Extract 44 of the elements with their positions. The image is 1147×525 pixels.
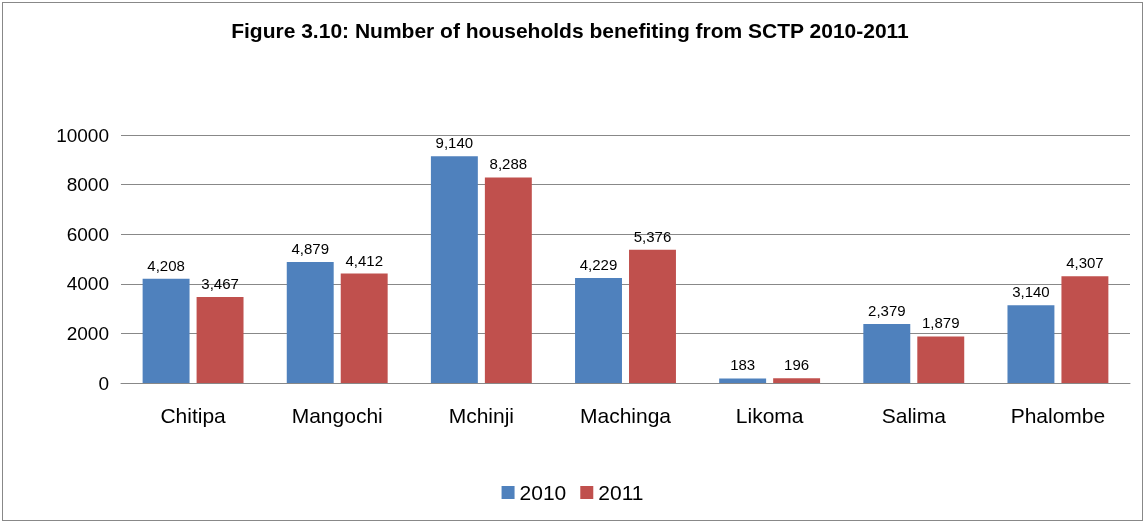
data-label: 4,208 — [147, 256, 185, 274]
x-tick-label: Salima — [881, 404, 947, 427]
data-label: 9,140 — [435, 134, 474, 152]
y-tick-label: 8000 — [66, 174, 109, 196]
y-tick-label: 2000 — [66, 322, 109, 344]
data-label: 3,467 — [201, 275, 239, 293]
legend-label: 2011 — [598, 481, 644, 504]
x-tick-label: Mangochi — [291, 404, 383, 427]
bar — [629, 249, 676, 383]
bar — [719, 378, 767, 383]
data-label: 1,879 — [922, 314, 960, 332]
data-label: 196 — [784, 356, 810, 374]
bar — [340, 273, 388, 383]
chart-title: Figure 3.10: Number of households benefiting from SCTP 2010-2011 — [230, 18, 910, 44]
bar — [863, 324, 911, 383]
x-tick-label: Chitipa — [160, 404, 227, 427]
bar — [142, 278, 190, 383]
bar — [286, 262, 334, 383]
data-label: 4,229 — [579, 256, 618, 274]
bar — [773, 378, 821, 383]
bar — [917, 336, 965, 383]
bar — [1061, 276, 1109, 383]
data-label: 2,379 — [868, 302, 906, 319]
x-tick-label: Machinga — [579, 404, 672, 427]
bar — [1007, 305, 1055, 383]
data-label: 8,288 — [489, 155, 528, 173]
data-label: 3,140 — [1012, 283, 1050, 301]
data-label: 4,307 — [1066, 254, 1104, 272]
y-tick-label: 10000 — [56, 124, 109, 146]
legend-label: 2010 — [519, 481, 567, 504]
bar — [196, 297, 244, 383]
x-tick-label: Likoma — [735, 404, 804, 427]
bar — [430, 156, 478, 383]
data-label: 4,879 — [291, 240, 329, 257]
y-tick-label: 0 — [98, 372, 109, 394]
x-tick-label: Phalombe — [1010, 404, 1106, 427]
bar — [484, 177, 532, 383]
y-tick-label: 6000 — [66, 223, 109, 245]
bar — [575, 278, 622, 383]
data-label: 4,412 — [345, 251, 383, 269]
data-label: 183 — [730, 356, 756, 374]
y-tick-label: 4000 — [66, 273, 109, 295]
data-label: 5,376 — [633, 227, 672, 245]
x-tick-label: Mchinji — [448, 404, 515, 427]
